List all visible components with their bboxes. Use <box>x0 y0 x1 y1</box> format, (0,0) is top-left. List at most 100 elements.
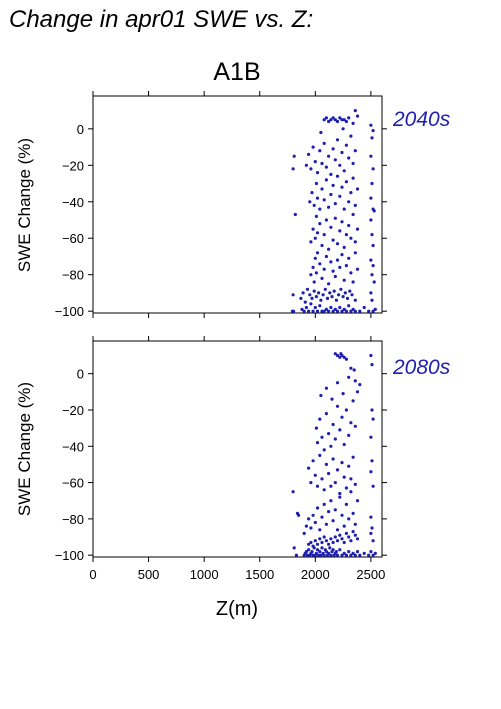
data-point <box>340 461 344 465</box>
data-point <box>358 383 362 387</box>
data-point <box>318 537 322 541</box>
data-point <box>371 309 375 313</box>
data-point <box>369 123 373 127</box>
data-point <box>309 167 313 171</box>
data-point <box>333 307 337 311</box>
data-point <box>324 254 328 259</box>
data-point <box>335 528 340 532</box>
data-point <box>342 245 346 249</box>
data-point <box>338 491 342 496</box>
data-point <box>353 149 357 153</box>
data-point <box>353 553 357 557</box>
data-point <box>340 118 344 122</box>
data-point <box>338 548 342 552</box>
data-point <box>331 457 335 461</box>
data-point <box>322 502 326 506</box>
data-point <box>342 551 346 556</box>
y-tick-label: −40 <box>62 195 84 210</box>
data-point <box>309 240 313 244</box>
data-point <box>329 444 333 448</box>
data-point <box>324 218 328 222</box>
data-point <box>311 459 315 463</box>
data-point <box>314 214 318 218</box>
data-point <box>304 550 308 554</box>
data-point <box>313 539 317 543</box>
data-point <box>324 522 328 526</box>
data-point <box>344 264 348 268</box>
data-point <box>317 291 321 295</box>
data-point <box>355 390 360 394</box>
data-point <box>358 553 362 557</box>
data-point <box>370 273 374 277</box>
data-point <box>333 158 337 162</box>
data-point <box>371 167 375 171</box>
data-point <box>331 309 335 313</box>
data-point <box>335 258 340 262</box>
data-point <box>327 542 331 546</box>
data-point <box>351 212 355 217</box>
scenario-label: A1B <box>213 58 260 86</box>
data-point <box>324 550 328 554</box>
x-tick-label: 2500 <box>356 567 385 582</box>
data-point <box>328 546 332 550</box>
data-point <box>347 116 351 120</box>
data-point <box>318 149 322 153</box>
data-point <box>307 466 311 470</box>
data-point <box>348 289 352 293</box>
data-point <box>349 553 353 557</box>
data-point <box>307 542 311 546</box>
data-point <box>347 375 351 379</box>
x-tick-label: 0 <box>89 567 96 582</box>
data-point <box>311 544 315 548</box>
data-point <box>338 116 342 120</box>
data-point <box>335 353 340 358</box>
data-point <box>315 196 320 200</box>
figure-title: Change in apr01 SWE vs. Z: <box>9 6 313 33</box>
data-point <box>339 287 343 291</box>
data-point <box>338 305 342 310</box>
data-point <box>371 264 375 268</box>
data-point <box>342 169 346 173</box>
data-point <box>367 309 371 313</box>
data-point <box>329 305 333 310</box>
data-point <box>328 291 332 295</box>
data-point <box>371 207 375 211</box>
data-point <box>333 216 337 220</box>
data-point <box>304 305 308 310</box>
data-point <box>315 171 320 175</box>
data-point <box>320 477 324 481</box>
data-point <box>353 309 357 313</box>
data-point <box>371 553 375 557</box>
data-point <box>322 309 326 313</box>
data-point <box>318 550 322 554</box>
data-point <box>338 355 342 359</box>
data-point <box>351 280 355 284</box>
data-point <box>373 307 377 311</box>
data-point <box>367 553 371 557</box>
data-point <box>313 160 317 164</box>
data-point <box>335 119 340 124</box>
data-point <box>347 200 351 204</box>
data-point <box>353 533 357 537</box>
y-tick-label: −100 <box>55 548 84 563</box>
data-point <box>304 163 308 167</box>
data-point <box>362 305 366 310</box>
data-point <box>338 533 342 537</box>
data-point <box>344 143 348 147</box>
y-axis-label-2040s: SWE Change (%) <box>15 138 34 272</box>
data-point <box>351 176 355 180</box>
data-point <box>324 165 328 169</box>
data-point <box>341 127 345 131</box>
data-point <box>351 511 355 515</box>
data-point <box>338 163 342 167</box>
data-point <box>313 473 317 477</box>
data-point <box>312 280 316 284</box>
data-point <box>322 141 326 145</box>
data-point <box>327 432 331 436</box>
data-point <box>347 156 351 160</box>
data-point <box>327 119 331 124</box>
data-point <box>353 424 357 428</box>
data-point <box>355 187 360 191</box>
data-point <box>334 550 338 554</box>
data-point <box>333 481 337 485</box>
